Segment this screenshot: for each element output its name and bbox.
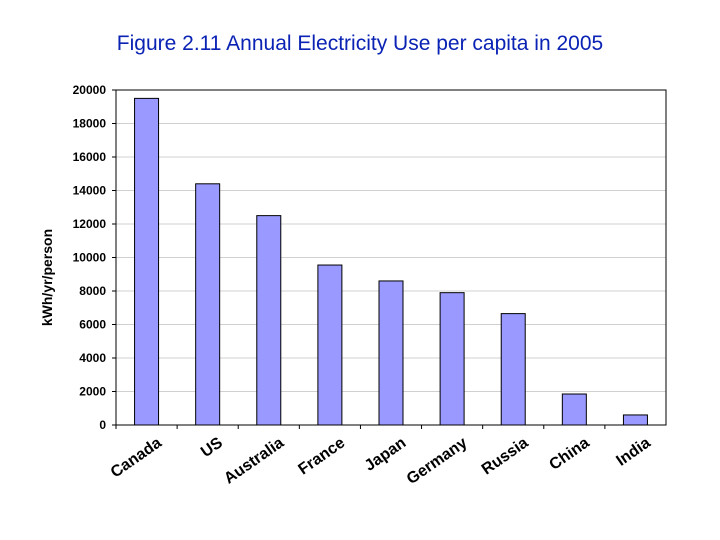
y-tick-label: 2000: [79, 385, 106, 399]
bars: [134, 97, 648, 426]
y-tick-label: 4000: [79, 351, 106, 365]
x-category-label-france: France: [295, 434, 348, 478]
y-tick-label: 14000: [73, 184, 107, 198]
y-tick-label: 8000: [79, 284, 106, 298]
bar-japan: [378, 280, 404, 426]
bar-russia: [500, 313, 526, 426]
y-axis-label: kWh/yr/person: [39, 229, 55, 326]
y-tick-label: 18000: [73, 117, 107, 131]
x-category-label-japan: Japan: [362, 434, 410, 474]
bar-canada: [134, 97, 160, 426]
y-tick-label: 10000: [73, 251, 107, 265]
x-category-label-australia: Australia: [221, 434, 287, 487]
y-tick-label: 12000: [73, 217, 107, 231]
y-tick-label: 16000: [73, 150, 107, 164]
bar-india: [622, 414, 648, 426]
x-category-label-russia: Russia: [479, 434, 532, 478]
bar-france: [317, 264, 343, 426]
x-category-label-germany: Germany: [404, 434, 471, 488]
chart-title: Figure 2.11 Annual Electricity Use per c…: [116, 32, 604, 55]
y-tick-label: 6000: [79, 318, 106, 332]
x-category-label-china: China: [546, 434, 592, 473]
y-tick-label: 20000: [73, 83, 107, 97]
x-category-label-canada: Canada: [108, 434, 165, 481]
y-tick-label: 0: [99, 418, 106, 432]
bar-germany: [439, 292, 465, 426]
bar-china: [561, 393, 587, 426]
bar-australia: [256, 215, 282, 426]
bar-us: [195, 183, 221, 426]
y-axis-ticks: 0 2000 4000 6000 8000 10000 12000 14000 16000 180…: [73, 83, 116, 432]
x-category-label-india: India: [613, 434, 653, 469]
x-category-label-us: US: [198, 434, 226, 461]
